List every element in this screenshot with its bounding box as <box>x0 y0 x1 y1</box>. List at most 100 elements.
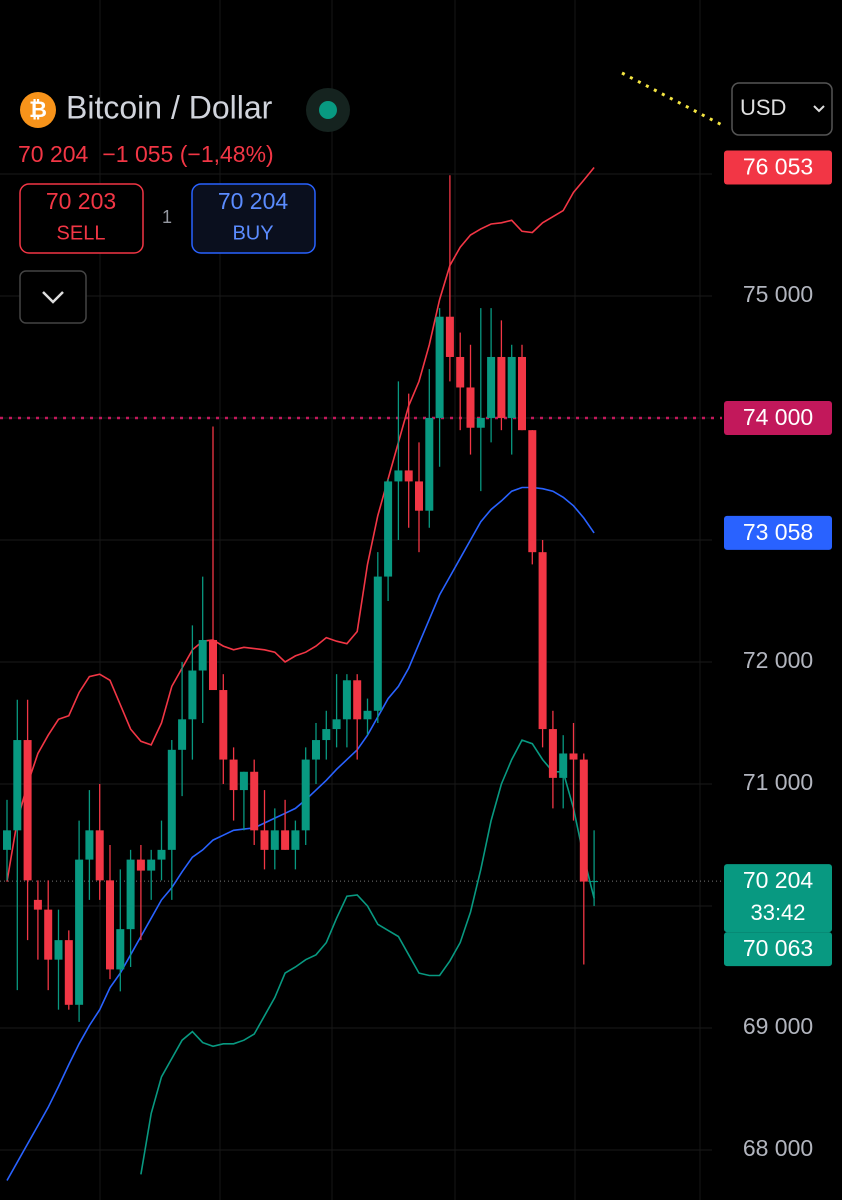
candle-body <box>590 881 599 883</box>
candle-body <box>106 880 114 970</box>
sell-button[interactable] <box>19 183 144 254</box>
price-tag-label: 70 204 <box>743 867 814 893</box>
candle-body <box>13 740 22 831</box>
currency: USD <box>740 95 786 120</box>
y-tick-label: 69 000 <box>743 1013 813 1039</box>
candle-body <box>353 680 362 720</box>
price-tag-label: 76 053 <box>743 154 813 180</box>
candle-body <box>95 830 104 881</box>
price-tag <box>724 864 832 933</box>
price: 70 204 <box>18 141 89 167</box>
candle-body <box>579 759 588 882</box>
candle-body <box>178 719 187 750</box>
coin-icon <box>20 92 56 128</box>
candle-body <box>219 690 228 760</box>
candle-body <box>456 356 465 388</box>
candle-body <box>167 749 176 850</box>
y-tick-label: 75 000 <box>743 281 813 307</box>
candle-body <box>229 759 238 791</box>
candle-body <box>497 356 506 418</box>
candle-body <box>425 417 434 511</box>
candle-body <box>445 316 454 357</box>
candle-body <box>260 830 269 850</box>
last-price: 70 204 −1 055 (−1,48%) <box>18 141 274 167</box>
change: −1 055 (−1,48%) <box>102 141 273 167</box>
chevron <box>42 291 64 304</box>
candle-body <box>209 640 217 691</box>
candle-body <box>157 849 166 860</box>
price-tag <box>724 150 832 185</box>
candle-body <box>363 710 372 720</box>
candle-body <box>281 830 290 850</box>
candle-body <box>54 940 63 960</box>
buy-price: 70 204 <box>218 188 289 214</box>
band-line <box>6 486 595 1181</box>
y-tick-label: 68 000 <box>743 1135 813 1161</box>
candle-body <box>476 417 485 428</box>
candle-body <box>312 740 320 760</box>
candle-body <box>64 940 73 1005</box>
quantity: 1 <box>162 207 172 227</box>
candle-body <box>23 740 32 881</box>
candle-body <box>384 481 393 577</box>
candle-body <box>528 430 537 553</box>
price-tag-label: 74 000 <box>743 404 813 430</box>
coin-symbol: ₿ <box>29 97 47 122</box>
candle-body <box>373 576 382 711</box>
status-dot <box>319 101 337 119</box>
band-line <box>6 166 595 882</box>
currency-select[interactable] <box>731 82 833 136</box>
candle-body <box>394 470 403 482</box>
candle-body <box>466 387 475 428</box>
candle-body <box>518 356 526 431</box>
expand-button[interactable] <box>19 270 87 324</box>
candle-body <box>44 909 53 960</box>
band-line <box>140 739 595 1175</box>
price-tag-label: 73 058 <box>743 519 813 545</box>
price-tag <box>724 515 832 550</box>
candle-body <box>332 719 341 730</box>
candle-body <box>198 640 207 671</box>
candle-body <box>559 753 568 778</box>
candle-body <box>569 753 578 760</box>
buy-button[interactable] <box>191 183 316 254</box>
countdown: 33:42 <box>750 900 805 925</box>
candle-body <box>342 680 351 720</box>
candle-body <box>538 552 547 730</box>
sell-price: 70 203 <box>46 188 116 214</box>
candle-body <box>270 830 279 850</box>
candle-body <box>3 830 11 850</box>
price-tag-label: 70 063 <box>743 935 813 961</box>
candle-body <box>548 729 557 778</box>
candle-body <box>404 470 413 482</box>
candle-body <box>239 771 248 791</box>
candle-body <box>85 830 94 860</box>
candle-body <box>301 759 310 831</box>
y-tick-label: 72 000 <box>743 647 813 673</box>
candle-body <box>116 929 125 970</box>
candle-body <box>250 771 259 831</box>
candle-body <box>147 859 156 871</box>
candle-body <box>126 859 135 930</box>
overlay: ₿ Bitcoin / Dollar 70 204 −1 055 (−1,48%)… <box>18 71 833 967</box>
candle-body <box>75 859 84 1005</box>
candle-body <box>322 729 331 741</box>
candle-body <box>415 481 423 511</box>
price-tag <box>724 932 832 967</box>
chevron <box>813 105 825 113</box>
symbol-title: Bitcoin / Dollar <box>66 89 273 125</box>
drawing-line <box>621 71 723 127</box>
candle-body <box>188 670 197 720</box>
price-tag <box>724 400 832 435</box>
buy-label: BUY <box>232 222 273 244</box>
y-tick-label: 71 000 <box>743 769 813 795</box>
candle-body <box>291 830 300 850</box>
sell-label: SELL <box>57 222 106 244</box>
candle-body <box>33 899 42 910</box>
candle-body <box>136 859 145 871</box>
candle-body <box>487 356 496 418</box>
candle-body <box>435 316 444 418</box>
